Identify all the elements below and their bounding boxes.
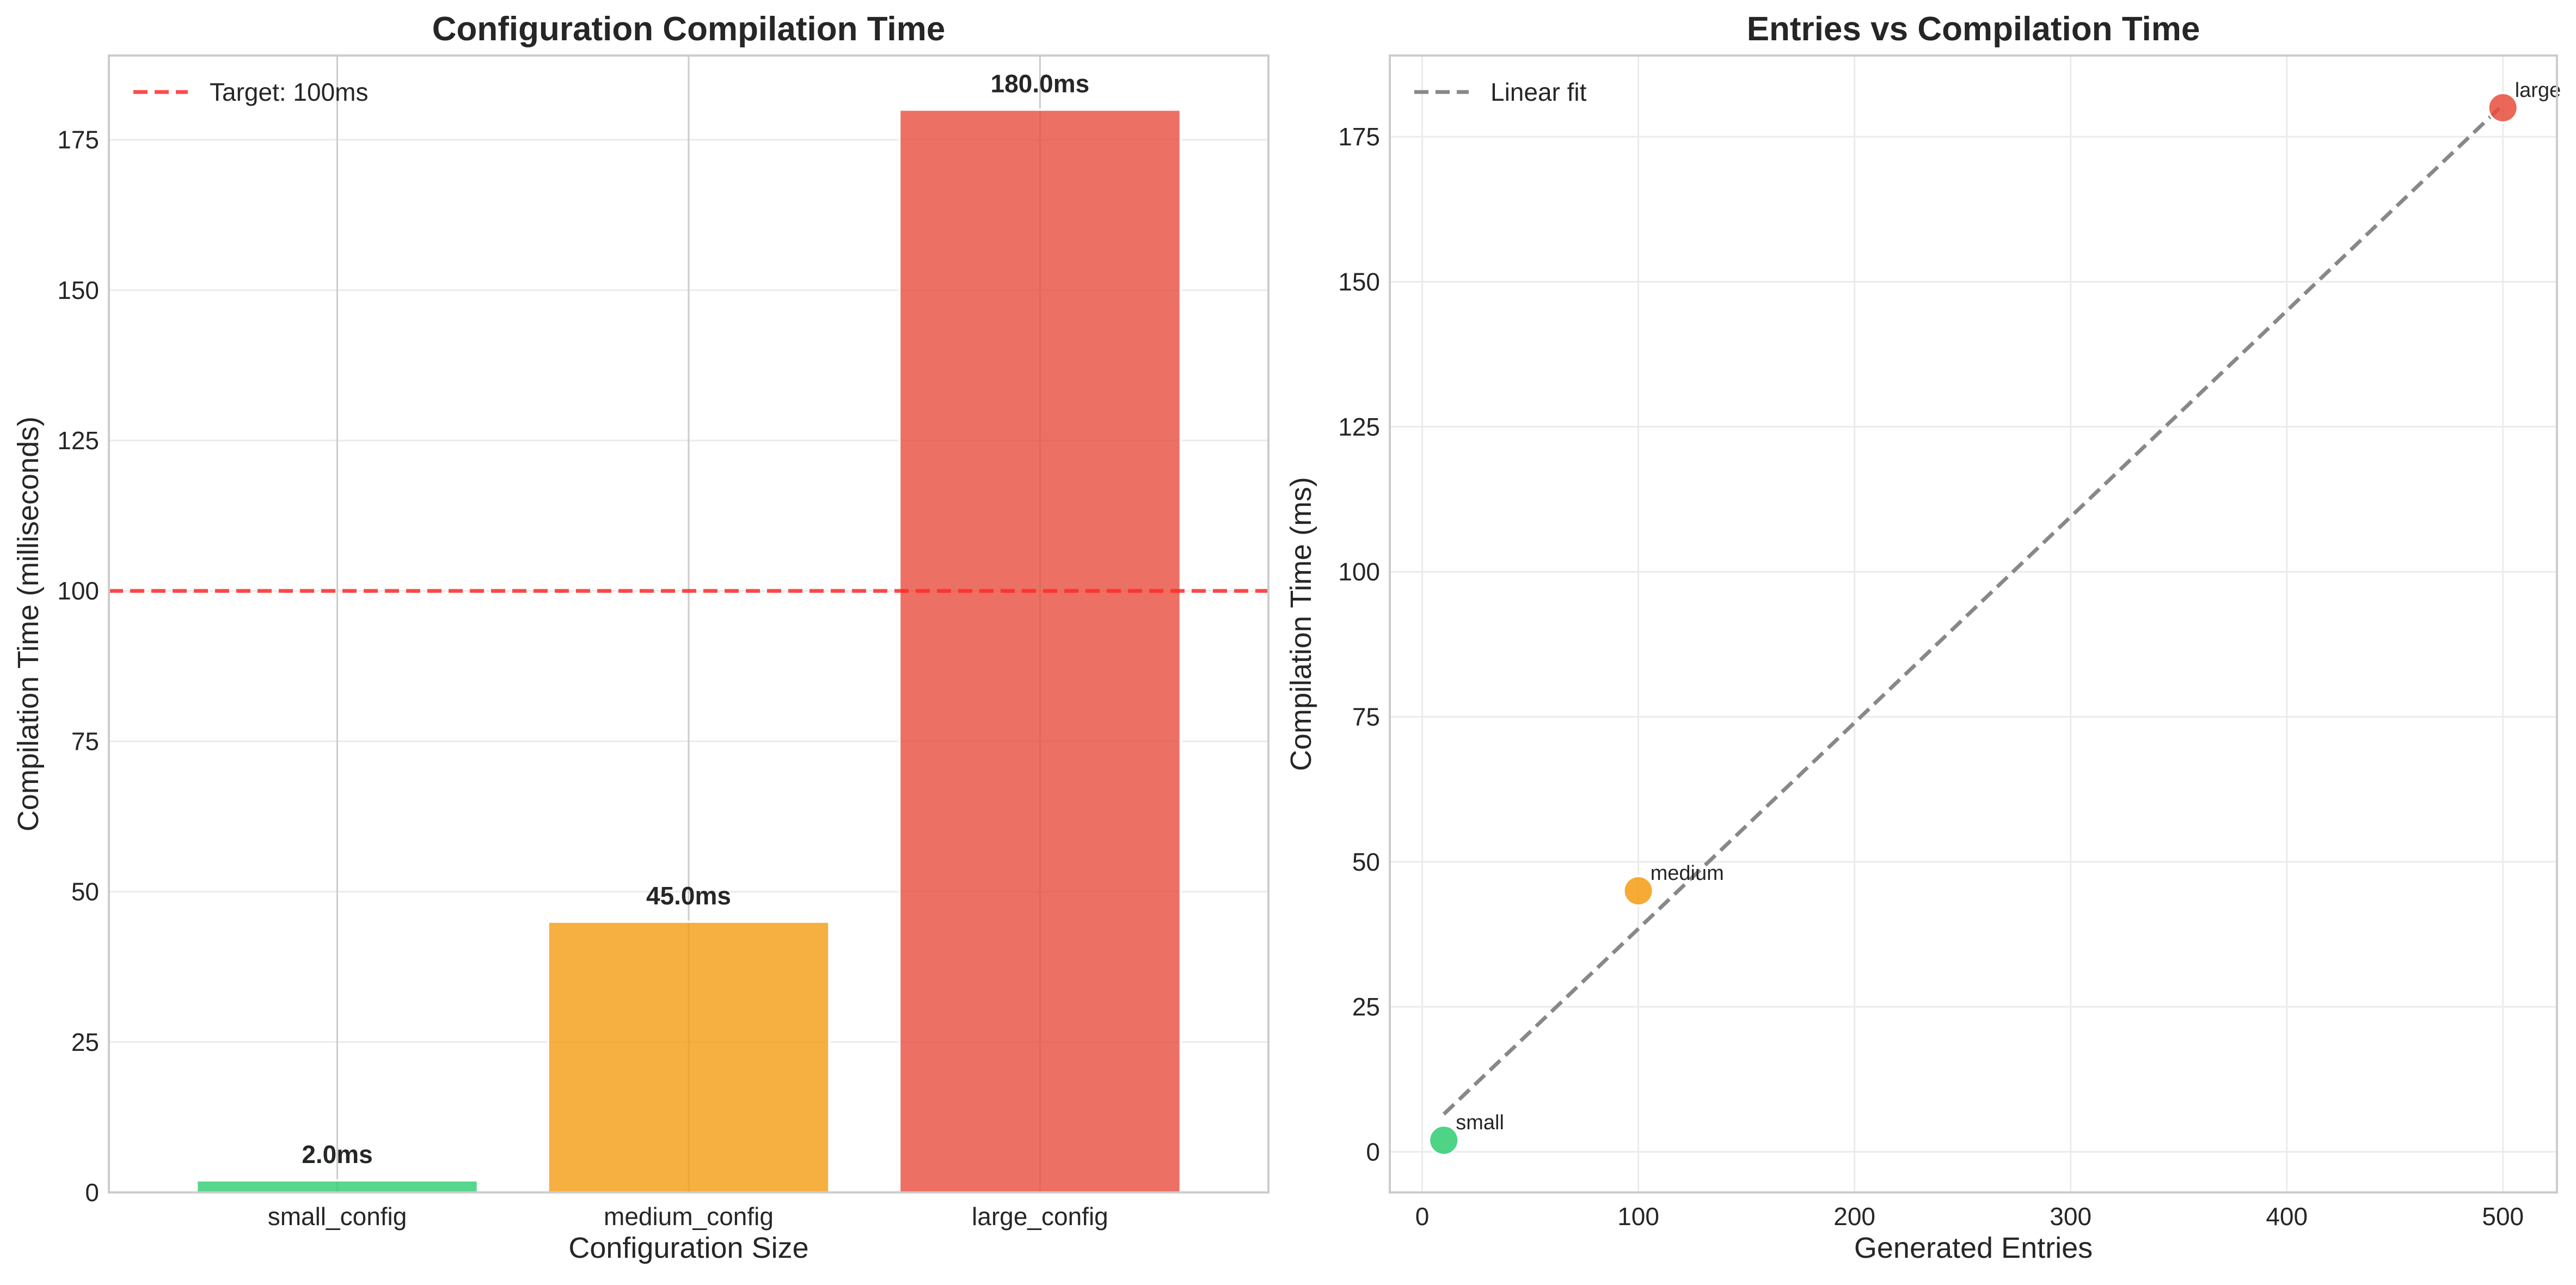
chart-title: Entries vs Compilation Time [1747, 10, 2200, 48]
x-tick-label: 500 [2482, 1202, 2524, 1231]
y-tick-label: 150 [57, 276, 99, 304]
y-axis-label: Compilation Time (ms) [1285, 477, 1317, 771]
y-tick-label: 125 [1338, 413, 1380, 441]
y-tick-label: 75 [1352, 702, 1380, 731]
plot-frame [108, 54, 1269, 1194]
y-tick-label: 50 [1352, 848, 1380, 876]
y-tick-label: 125 [57, 426, 99, 455]
fit-line [1442, 103, 2505, 1116]
y-tick-label: 75 [71, 727, 99, 755]
y-tick-label: 50 [71, 878, 99, 906]
point-large [2487, 91, 2519, 124]
bar-large_config [898, 108, 1182, 1194]
x-tick-label: 200 [1833, 1202, 1875, 1231]
x-tick-label: small_config [268, 1202, 407, 1231]
point-label: medium [1651, 862, 1724, 885]
y-tick-label: 175 [1338, 123, 1380, 151]
bar-chart-panel: 0 25 50 75 100 125 150 175 2.0ms small_config 45.0… [12, 10, 1269, 1264]
point-medium [1622, 875, 1654, 907]
y-tick-label: 25 [71, 1028, 99, 1056]
y-tick-label: 175 [57, 126, 99, 154]
point-label: small [1456, 1111, 1504, 1134]
y-tick-label: 100 [1338, 558, 1380, 586]
bar-medium_config [547, 920, 831, 1194]
bar-value-label: 45.0ms [646, 882, 731, 910]
point-small [1428, 1124, 1460, 1156]
x-tick-label: large_config [972, 1202, 1108, 1231]
bar-small_config [195, 1179, 479, 1194]
y-tick-label: 25 [1352, 993, 1380, 1021]
x-axis-label: Generated Entries [1854, 1232, 2093, 1264]
bar-value-label: 180.0ms [991, 69, 1090, 97]
plot-frame [1389, 54, 2558, 1194]
legend-label-target: Target: 100ms [210, 78, 368, 106]
chart-title: Configuration Compilation Time [432, 10, 946, 48]
x-tick-label: 400 [2266, 1202, 2308, 1231]
bar-value-label: 2.0ms [302, 1140, 372, 1168]
x-tick-label: medium_config [604, 1202, 774, 1231]
x-tick-label: 0 [1415, 1202, 1430, 1231]
y-tick-label: 100 [57, 577, 99, 605]
y-axis-label: Compilation Time (milliseconds) [12, 417, 45, 831]
x-axis-label: Configuration Size [568, 1232, 808, 1264]
scatter-chart-panel: 0 25 50 75 100 125 150 175 0 100 200 300 400 500 small… [1285, 10, 2561, 1264]
x-tick-label: 100 [1617, 1202, 1659, 1231]
y-tick-label: 0 [85, 1178, 99, 1207]
y-tick-label: 0 [1366, 1137, 1380, 1166]
point-label: large [2515, 79, 2561, 102]
x-tick-label: 300 [2050, 1202, 2092, 1231]
plot-area [1390, 56, 2557, 1192]
y-tick-label: 150 [1338, 267, 1380, 296]
legend-label-fit: Linear fit [1491, 78, 1587, 106]
